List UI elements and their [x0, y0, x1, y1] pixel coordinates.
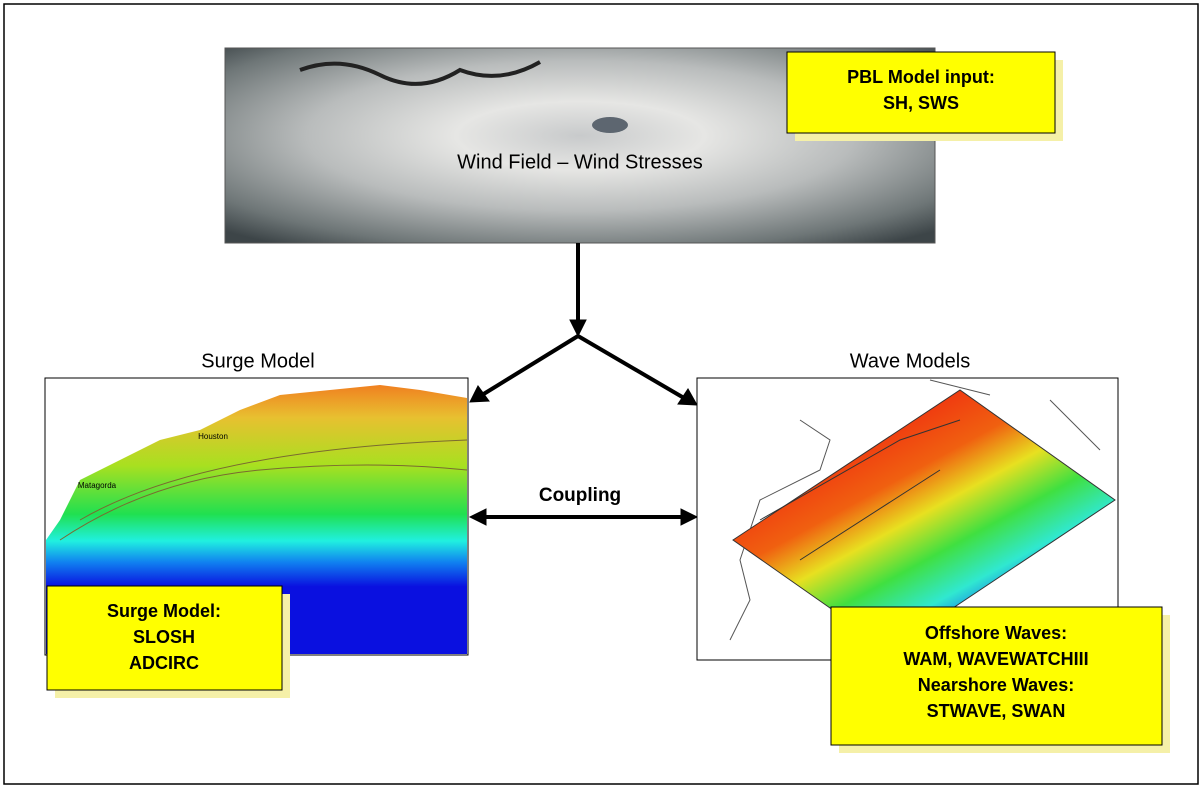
wave-line: WAM, WAVEWATCHIII [903, 649, 1088, 669]
wave-line: Offshore Waves: [925, 623, 1067, 643]
place-label: Matagorda [78, 481, 117, 490]
wind-label: Wind Field – Wind Stresses [457, 151, 703, 173]
surge-heading: Surge Model [201, 350, 314, 372]
arrows [468, 243, 699, 526]
pbl-line: PBL Model input: [847, 67, 995, 87]
wave-line: STWAVE, SWAN [927, 701, 1066, 721]
coupling-label: Coupling [539, 485, 621, 506]
pbl-line: SH, SWS [883, 93, 959, 113]
place-label: Houston [198, 432, 228, 441]
wave-roads [759, 419, 961, 561]
surge-line: Surge Model: [107, 601, 221, 621]
surge-line: ADCIRC [129, 653, 199, 673]
coastline [729, 379, 1101, 641]
wave-box [830, 606, 1163, 746]
surge-box [46, 585, 283, 691]
surge-line: SLOSH [133, 627, 195, 647]
frame [3, 3, 1199, 785]
surge-contours [59, 439, 468, 541]
wave-heading: Wave Models [850, 350, 970, 372]
hurricane-texture [299, 60, 541, 86]
pbl-box [786, 51, 1056, 134]
wave-line: Nearshore Waves: [918, 675, 1074, 695]
hurricane-eye [592, 117, 628, 133]
